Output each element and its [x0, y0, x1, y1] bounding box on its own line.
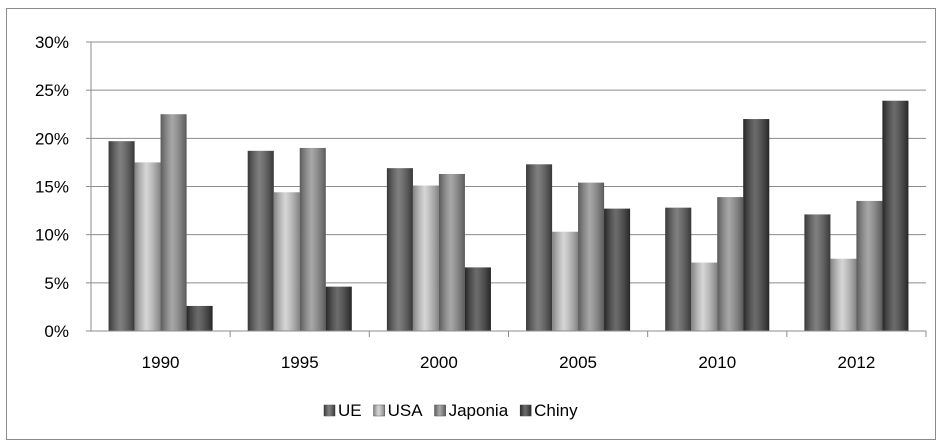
axes — [86, 41, 927, 337]
legend-label-usa: USA — [388, 401, 424, 420]
bar-shading — [299, 147, 326, 331]
legend-swatch-shading — [434, 405, 446, 416]
bar-shading — [438, 173, 465, 331]
legend-label-chiny: Chiny — [534, 401, 578, 420]
x-tick-labels: 1990 1995 2000 2005 2010 2012 — [142, 353, 876, 372]
legend-swatch-shading — [324, 405, 335, 416]
bar-shading — [134, 162, 161, 331]
y-tick-labels: 0% 5% 10% 15% 20% 25% 30% — [35, 33, 69, 341]
bar-shading — [552, 231, 579, 331]
y-tick-label: 15% — [35, 178, 69, 197]
bar-shading — [604, 208, 631, 331]
bar-shading — [882, 100, 909, 331]
x-tick-label: 2000 — [420, 353, 458, 372]
bar-shading — [108, 141, 135, 331]
bar-shading — [665, 207, 692, 331]
bar-shading — [160, 114, 187, 331]
x-tick-label: 1990 — [142, 353, 180, 372]
bar-shading — [691, 262, 718, 331]
bar-shading — [412, 185, 439, 331]
bar-shading — [386, 168, 413, 331]
x-tick-label: 2010 — [698, 353, 736, 372]
y-tick-label: 20% — [35, 129, 69, 148]
bar-shading — [325, 286, 352, 331]
y-tick-label: 30% — [35, 33, 69, 52]
y-tick-label: 5% — [44, 274, 69, 293]
x-tick-label: 1995 — [281, 353, 319, 372]
legend: UE USA Japonia Chiny — [323, 401, 578, 420]
legend-label-ue: UE — [338, 401, 362, 420]
bar-shading — [578, 182, 605, 331]
x-tick-label: 2012 — [838, 353, 876, 372]
gridlines — [91, 41, 926, 332]
x-tick-label: 2005 — [559, 353, 597, 372]
bar-shading — [186, 305, 213, 331]
bar-shading — [247, 150, 274, 331]
bar-shading — [717, 197, 744, 331]
legend-label-japonia: Japonia — [449, 401, 509, 420]
legend-swatch-shading — [520, 405, 532, 416]
bar-shading — [856, 200, 883, 331]
bar-shading — [464, 267, 491, 331]
legend-swatch-shading — [373, 405, 385, 416]
bar-shading — [743, 119, 770, 331]
bar-shading — [273, 192, 300, 331]
y-tick-label: 0% — [44, 322, 69, 341]
y-tick-label: 10% — [35, 226, 69, 245]
bar-shading — [804, 214, 831, 331]
bar-shading — [830, 258, 857, 331]
y-tick-label: 25% — [35, 81, 69, 100]
bar-shading — [526, 164, 553, 331]
bars — [108, 100, 909, 331]
